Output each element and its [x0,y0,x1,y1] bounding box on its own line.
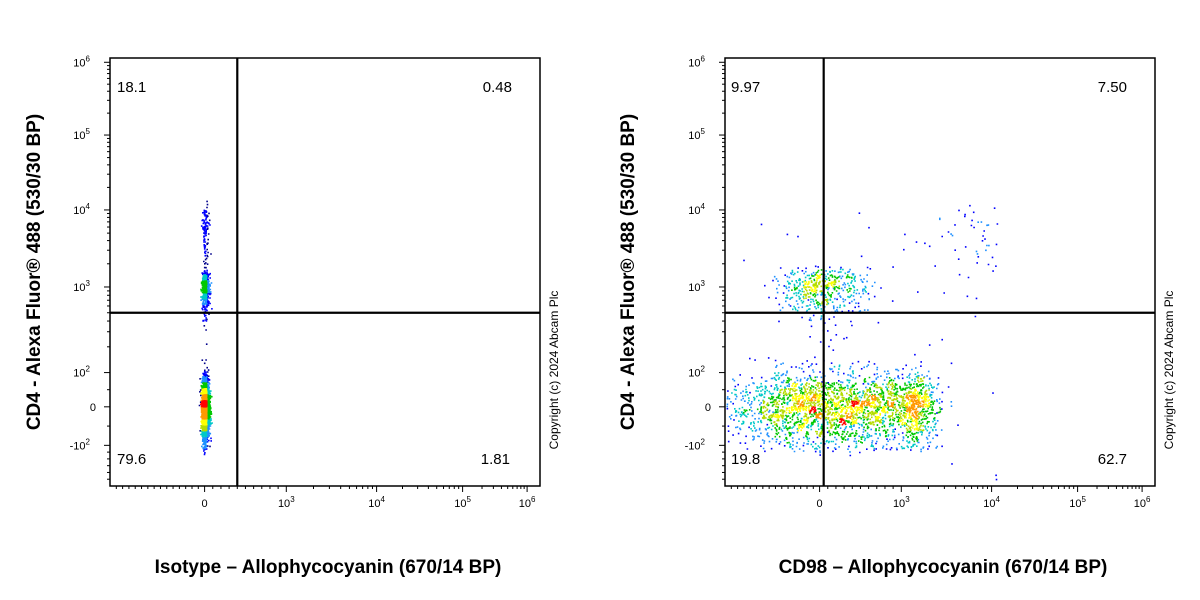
y-tick-label: 106 [73,54,90,69]
plot-frame [109,57,541,487]
y-tick-label: 103 [73,279,90,294]
x-tick-label: 103 [278,495,295,510]
quadrant-gate [725,58,1155,486]
quadrant-bottom-right-value: 62.7 [1098,451,1127,468]
event-dots-density-5 [200,424,208,432]
y-tick-label: -102 [685,437,706,452]
y-tick-label: 103 [688,279,705,294]
x-tick-label: 0 [817,498,823,510]
quadrant-bottom-left-value: 19.8 [731,451,760,468]
quadrant-gate [110,58,540,486]
y-tick-label: 104 [73,202,90,217]
y-tick-label: 105 [688,127,705,142]
y-axis-ticks: -102 0 102 103 104 105 106 [70,54,110,480]
density-dots-layer [726,204,999,481]
x-tick-label: 105 [454,495,471,510]
y-tick-label: 102 [73,365,90,380]
x-tick-label: 103 [893,495,910,510]
x-tick-label: 105 [1069,495,1086,510]
x-axis-ticks: 0 103 104 105 106 [730,486,1151,510]
event-dots-density-1 [200,209,213,456]
copyright-text: Copyright (c) 2024 Abcam Plc [1162,291,1176,450]
event-dots-density-7 [797,394,925,420]
y-axis-label: CD4 - Alexa Fluor® 488 (530/30 BP) [24,114,45,430]
x-tick-label: 104 [983,495,1000,510]
y-tick-label: 102 [688,365,705,380]
x-axis-label: Isotype – Allophycocyanin (670/14 BP) [155,557,502,578]
quadrant-top-left-value: 9.97 [731,79,760,96]
density-dots-layer [198,200,213,456]
quadrant-bottom-left-value: 79.6 [117,451,146,468]
x-tick-label: 106 [519,495,536,510]
quadrant-top-right-value: 7.50 [1098,79,1127,96]
event-dots-density-8 [200,400,208,408]
y-axis-ticks: -102 0 102 103 104 105 106 [685,54,725,480]
y-tick-label: 0 [705,402,711,414]
quadrant-top-left-value: 18.1 [117,79,146,96]
y-axis-label: CD4 - Alexa Fluor® 488 (530/30 BP) [618,114,639,430]
quadrant-top-right-value: 0.48 [483,79,512,96]
y-tick-label: 104 [688,202,705,217]
plot-frame [724,57,1156,487]
y-tick-label: -102 [70,437,91,452]
x-axis-label: CD98 – Allophycocyanin (670/14 BP) [779,557,1108,578]
y-tick-label: 0 [90,402,96,414]
y-tick-label: 105 [73,127,90,142]
copyright-text: Copyright (c) 2024 Abcam Plc [547,291,561,450]
event-dots-density-4 [200,280,213,420]
event-dots-density-5 [761,280,930,437]
quadrant-bottom-right-value: 1.81 [481,451,510,468]
x-tick-label: 106 [1134,495,1151,510]
y-tick-label: 106 [688,54,705,69]
event-dots-density-8 [809,400,859,426]
x-tick-label: 104 [368,495,385,510]
x-tick-label: 0 [202,498,208,510]
x-axis-ticks: 0 103 104 105 106 [115,486,536,510]
